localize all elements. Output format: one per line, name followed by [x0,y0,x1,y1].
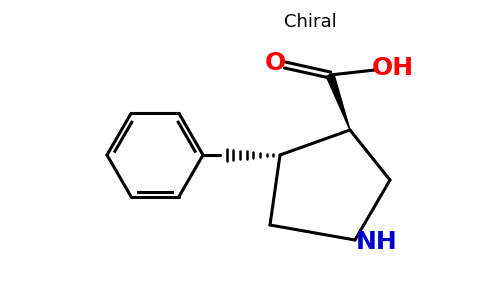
Text: NH: NH [356,230,398,254]
Polygon shape [326,74,350,130]
Text: O: O [264,51,286,75]
Text: Chiral: Chiral [284,13,336,31]
Text: OH: OH [372,56,414,80]
